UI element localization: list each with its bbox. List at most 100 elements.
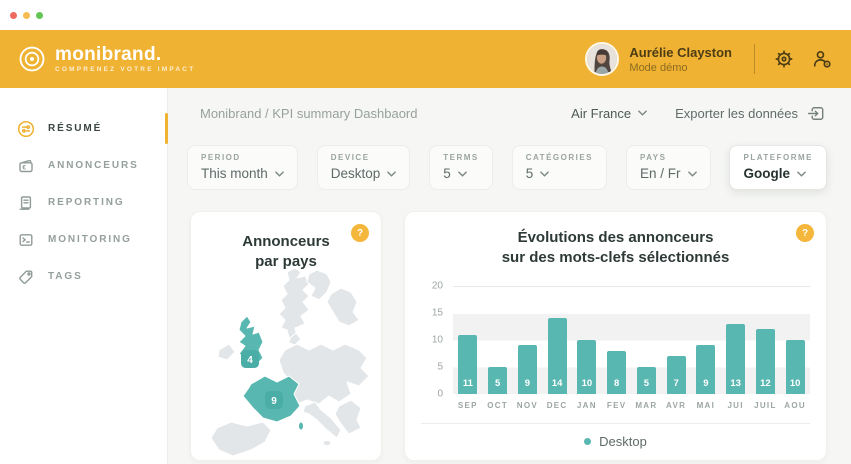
sidebar: RÉSUMÉ € ANNONCEURS REPORTING MONITORING TAGS [0, 88, 168, 464]
bar-juil[interactable]: 12 [755, 329, 775, 394]
chevron-down-icon [457, 170, 467, 177]
bar-oct[interactable]: 5 [488, 367, 508, 394]
x-axis: SEP OCT NOV DEC JAN FEV MAR AVR MAI JUI JUIL AOU [453, 401, 810, 410]
filter-categories-dropdown[interactable]: CATÉGORIES 5 [511, 145, 608, 190]
bar-avr[interactable]: 7 [666, 356, 686, 394]
bar-nov[interactable]: 9 [517, 345, 537, 394]
bar-value-label: 5 [494, 378, 501, 389]
filter-label: PAYS [640, 153, 667, 162]
filter-label: CATÉGORIES [525, 153, 594, 162]
export-data-button[interactable]: Exporter les données [675, 103, 827, 124]
sidebar-item-monitoring[interactable]: MONITORING [0, 221, 167, 258]
chevron-down-icon [540, 170, 550, 177]
report-icon [17, 194, 35, 212]
bar-slot: 10 [572, 340, 602, 394]
bar-value-label: 10 [581, 378, 593, 389]
filter-device-dropdown[interactable]: DEVICE Desktop [316, 145, 411, 190]
bar-dec[interactable]: 14 [547, 318, 567, 394]
bar-value-label: 7 [673, 378, 679, 389]
bar-slot: 11 [453, 335, 483, 394]
bar-mai[interactable]: 9 [696, 345, 716, 394]
filter-label: PLATEFORME [743, 153, 813, 162]
settings-gear-icon[interactable] [773, 48, 795, 70]
sidebar-item-label: TAGS [48, 271, 83, 282]
x-tick-label: JUIL [754, 401, 777, 410]
user-menu[interactable]: Aurélie Clayston Mode démo [629, 45, 732, 74]
bar-value-label: 8 [613, 378, 620, 389]
monibrand-target-icon [18, 45, 46, 73]
bar-chart: 20 15 10 5 0 11 5 9 14 10 8 5 7 9 13 12 10 SEP OCT NOV DEC… [421, 281, 810, 410]
bar-slot: 5 [483, 367, 513, 394]
sidebar-item-label: MONITORING [48, 234, 132, 245]
export-icon [806, 103, 827, 124]
minimize-window-button[interactable] [23, 11, 30, 19]
map-badge-uk[interactable]: 4 [241, 350, 259, 368]
sidebar-item-tags[interactable]: TAGS [0, 258, 167, 295]
map-region-sicily [322, 440, 332, 446]
chart-card-title-2: sur des mots-clefs sélectionnés [501, 249, 730, 266]
chevron-down-icon [274, 170, 284, 177]
bar-aou[interactable]: 10 [785, 340, 805, 394]
bar-jan[interactable]: 10 [577, 340, 597, 394]
legend-dot-icon [584, 438, 592, 445]
bar-value-label: 9 [524, 378, 531, 389]
filter-value: Google [743, 166, 790, 181]
legend-item-desktop[interactable]: Desktop [421, 424, 810, 459]
map-region-italy [302, 401, 342, 439]
sidebar-item-reporting[interactable]: REPORTING [0, 184, 167, 221]
map-card-title: Annonceurs [242, 233, 330, 250]
bar-value-label: 5 [643, 378, 650, 389]
bar-mar[interactable]: 5 [636, 367, 656, 394]
breadcrumb: Monibrand / KPI summary Dashbaord [200, 105, 418, 121]
chevron-down-icon [797, 170, 806, 177]
close-window-button[interactable] [10, 11, 17, 19]
bar-slot: 14 [542, 318, 572, 394]
filter-period-dropdown[interactable]: PERIOD This month [187, 145, 298, 190]
y-tick-label: 0 [437, 388, 443, 400]
avatar[interactable] [585, 42, 620, 76]
sidebar-item-resume[interactable]: RÉSUMÉ [0, 110, 168, 147]
map-region-balkans [334, 399, 362, 435]
bar-fev[interactable]: 8 [607, 351, 627, 394]
x-tick-label: JUI [727, 401, 744, 410]
filter-label: DEVICE [330, 153, 370, 162]
x-tick-label: OCT [487, 401, 509, 410]
y-tick-label: 5 [437, 361, 443, 373]
map-badge-france-value: 9 [271, 396, 277, 407]
titlebar [0, 0, 851, 30]
filter-pays-dropdown[interactable]: PAYS En / Fr [626, 145, 711, 190]
sidebar-item-label: REPORTING [48, 197, 125, 208]
filter-plateforme-dropdown[interactable]: PLATEFORME Google [729, 145, 827, 190]
map-region-finland [306, 269, 332, 301]
filter-terms-dropdown[interactable]: TERMS 5 [429, 145, 493, 190]
y-tick-label: 15 [431, 307, 443, 319]
zoom-window-button[interactable] [36, 11, 43, 19]
filter-value: 5 [443, 166, 451, 181]
x-tick-label: JAN [576, 401, 597, 410]
user-account-icon[interactable] [811, 48, 833, 70]
account-selector-value: Air France [571, 105, 632, 121]
x-tick-label: AVR [666, 401, 687, 410]
chart-card: ? Évolutions des annonceurs sur des mots… [404, 211, 827, 461]
tag-icon [17, 268, 35, 286]
map-region-baltics [326, 287, 360, 327]
help-badge[interactable]: ? [796, 224, 814, 242]
filter-label: PERIOD [201, 153, 241, 162]
bar-slot: 12 [751, 329, 781, 394]
x-tick-label: MAI [696, 401, 716, 410]
bar-sep[interactable]: 11 [458, 335, 478, 394]
x-tick-label: DEC [546, 401, 568, 410]
x-tick-label: NOV [516, 401, 538, 410]
bar-jui[interactable]: 13 [726, 324, 746, 394]
bar-slot: 7 [661, 356, 691, 394]
filter-value: En / Fr [640, 166, 681, 181]
sidebar-item-annonceurs[interactable]: € ANNONCEURS [0, 147, 167, 184]
bar-slot: 9 [513, 345, 543, 394]
brand-logo[interactable]: monibrand. COMPRENEZ VOTRE IMPACT [18, 45, 195, 73]
help-badge[interactable]: ? [351, 224, 369, 242]
account-selector[interactable]: Air France [571, 106, 647, 121]
map-badge-france[interactable]: 9 [265, 391, 283, 409]
bar-value-label: 10 [789, 378, 801, 389]
filter-value: This month [201, 166, 268, 181]
